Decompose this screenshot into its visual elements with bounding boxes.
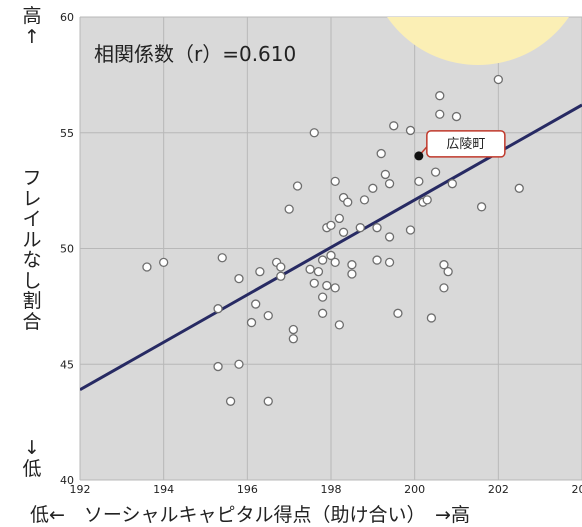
- callout-label: 広陵町: [446, 137, 485, 152]
- data-point: [377, 150, 385, 158]
- data-point: [373, 256, 381, 264]
- data-point: [235, 360, 243, 368]
- data-point: [415, 177, 423, 185]
- x-tick-label: 198: [321, 483, 342, 496]
- x-tick-label: 204: [572, 483, 582, 496]
- y-tick-label: 45: [60, 358, 74, 371]
- y-axis-label: フレイルなし割合: [18, 168, 46, 332]
- data-point: [285, 205, 293, 213]
- data-point: [335, 214, 343, 222]
- data-point: [289, 326, 297, 334]
- data-point: [252, 300, 260, 308]
- data-point: [436, 110, 444, 118]
- data-point: [406, 226, 414, 234]
- data-point: [248, 319, 256, 327]
- data-point: [406, 126, 414, 134]
- data-point: [348, 261, 356, 269]
- data-point: [314, 268, 322, 276]
- x-tick-label: 194: [153, 483, 174, 496]
- y-tick-label: 55: [60, 127, 74, 140]
- data-point: [143, 263, 151, 271]
- data-point: [289, 335, 297, 343]
- y-tick-label: 50: [60, 243, 74, 256]
- data-point: [448, 180, 456, 188]
- data-point: [264, 312, 272, 320]
- correlation-annotation: 相関係数（r）=0.610: [94, 42, 296, 66]
- data-point: [160, 258, 168, 266]
- data-point: [444, 268, 452, 276]
- data-point: [340, 228, 348, 236]
- data-point: [319, 293, 327, 301]
- data-point: [360, 196, 368, 204]
- data-point: [423, 196, 431, 204]
- data-point: [394, 309, 402, 317]
- data-point: [335, 321, 343, 329]
- x-tick-labels: 192 194 196 198 200 202 204: [70, 483, 582, 496]
- y-axis-low-label: ↓低: [18, 438, 46, 479]
- data-point: [218, 254, 226, 262]
- data-point: [440, 284, 448, 292]
- data-point: [432, 168, 440, 176]
- data-point: [327, 221, 335, 229]
- y-tick-label: 60: [60, 11, 74, 24]
- data-point: [348, 270, 356, 278]
- data-point: [306, 265, 314, 273]
- data-point: [227, 397, 235, 405]
- data-point: [319, 256, 327, 264]
- data-point: [319, 309, 327, 317]
- x-tick-label: 196: [237, 483, 258, 496]
- data-point: [356, 224, 364, 232]
- data-point: [373, 224, 381, 232]
- data-point: [386, 180, 394, 188]
- data-point: [515, 184, 523, 192]
- x-axis-label: 低← ソーシャルキャピタル得点（助け合い） →高: [30, 500, 582, 527]
- highlight-point: [414, 151, 423, 160]
- data-point: [386, 258, 394, 266]
- data-point: [386, 233, 394, 241]
- data-point: [436, 92, 444, 100]
- data-point: [381, 170, 389, 178]
- data-point: [369, 184, 377, 192]
- data-point: [294, 182, 302, 190]
- data-point: [214, 363, 222, 371]
- data-point: [310, 129, 318, 137]
- data-point: [235, 275, 243, 283]
- data-point: [256, 268, 264, 276]
- data-point: [277, 263, 285, 271]
- x-tick-label: 192: [70, 483, 91, 496]
- data-point: [214, 305, 222, 313]
- data-point: [390, 122, 398, 130]
- y-axis-high-label: 高↑: [18, 6, 46, 47]
- data-point: [453, 113, 461, 121]
- data-point: [344, 198, 352, 206]
- data-point: [331, 258, 339, 266]
- data-point: [494, 76, 502, 84]
- data-point: [331, 284, 339, 292]
- data-point: [323, 282, 331, 290]
- data-point: [310, 279, 318, 287]
- data-point: [277, 272, 285, 280]
- data-point: [427, 314, 435, 322]
- highlight-group: 広陵町: [414, 131, 505, 161]
- data-point: [264, 397, 272, 405]
- data-point: [331, 177, 339, 185]
- data-point: [478, 203, 486, 211]
- x-tick-label: 200: [404, 483, 425, 496]
- x-tick-label: 202: [488, 483, 509, 496]
